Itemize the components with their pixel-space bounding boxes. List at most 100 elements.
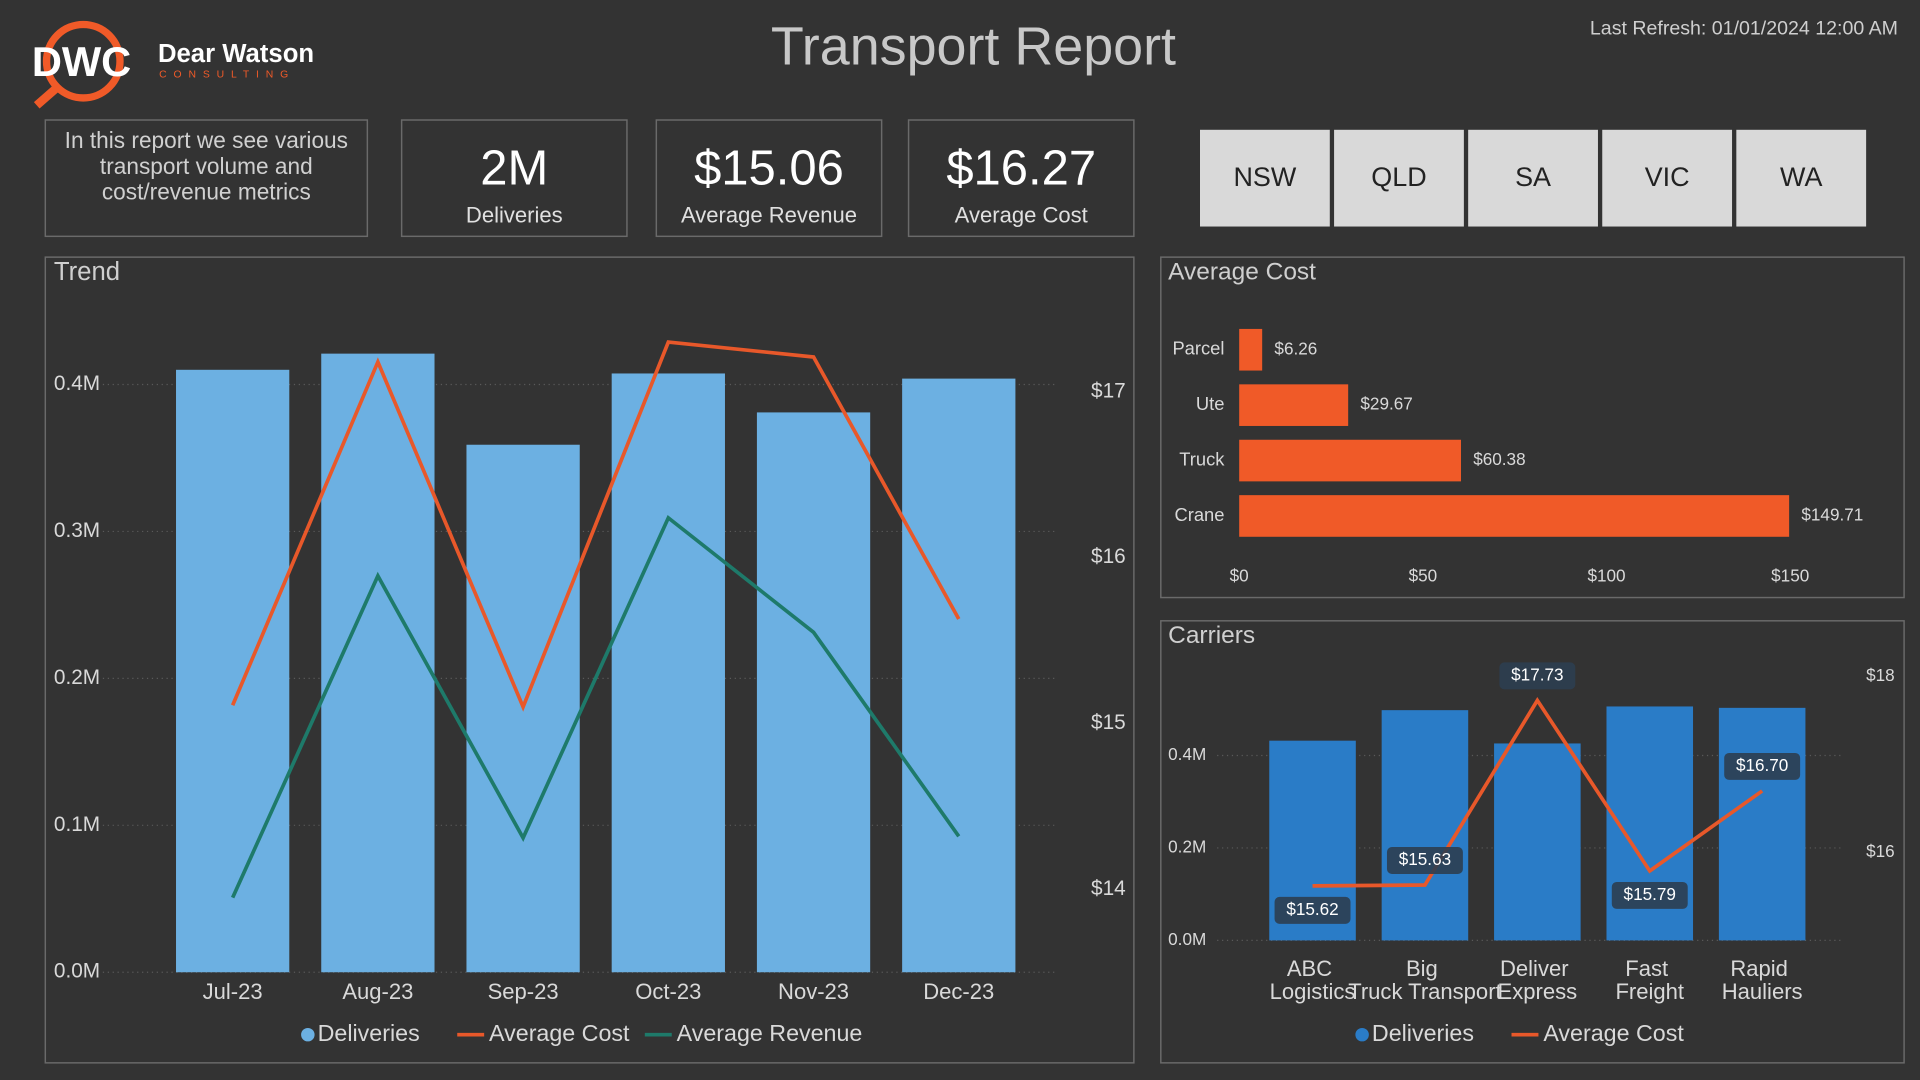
data-label: $29.67 (1360, 394, 1412, 414)
y2-tick-label: $16 (1866, 841, 1895, 861)
data-label: $15.62 (1286, 899, 1338, 919)
line (1312, 696, 1764, 888)
legend-label: Deliveries (1372, 1020, 1474, 1046)
bar (1494, 743, 1581, 941)
x-tick-label: Jul-23 (203, 979, 263, 1004)
intro-text: In this report we see various transport … (64, 127, 348, 205)
x-tick-label: $50 (1409, 565, 1438, 585)
slicer-label[interactable]: WA (1780, 162, 1822, 192)
legend-label: Deliveries (318, 1020, 420, 1046)
bar (1239, 384, 1349, 426)
slicer-button[interactable]: NSW (1200, 129, 1330, 227)
kpi-label: Deliveries (466, 203, 563, 228)
legend-swatch (1355, 1027, 1369, 1042)
data-label: $15.63 (1399, 849, 1451, 869)
chart-title: Trend (54, 258, 120, 286)
kpi-label: Average Revenue (681, 203, 857, 228)
logo-ring (42, 20, 124, 102)
bar (1239, 439, 1461, 482)
legend-label: Average Cost (1543, 1020, 1684, 1046)
bar (1381, 710, 1469, 941)
slicer-button[interactable]: VIC (1602, 129, 1733, 227)
bar (1239, 328, 1263, 371)
data-label: $15.79 (1624, 884, 1676, 904)
x-tick-label: Fast Freight (1615, 956, 1684, 1004)
slicer-bg[interactable] (1200, 129, 1330, 227)
slicer-bg[interactable] (1334, 129, 1464, 227)
data-label: $17.73 (1511, 664, 1563, 684)
line (230, 340, 961, 712)
slicer-button[interactable]: QLD (1334, 129, 1464, 227)
data-label-bg (1724, 752, 1801, 780)
x-tick-label: Deliver Express (1498, 956, 1578, 1004)
logo-mark: DWC (32, 38, 131, 85)
legend-swatch (301, 1027, 315, 1042)
data-label-bg (1274, 896, 1351, 924)
intro-card (44, 119, 369, 238)
y-tick-label: 0.3M (54, 519, 100, 542)
x-tick-label: Dec-23 (923, 979, 994, 1004)
x-tick-label: Big Truck Transport (1348, 956, 1501, 1004)
y2-tick-label: $18 (1866, 665, 1895, 685)
y2-tick-label: $15 (1091, 711, 1126, 734)
bar (1718, 707, 1806, 941)
kpi-value: $16.27 (946, 141, 1096, 195)
logo-handle (33, 84, 60, 109)
y-tick-label: 0.1M (54, 813, 100, 836)
kpi-card (400, 119, 628, 238)
logo-tagline: CONSULTING (159, 69, 295, 80)
slicer-button[interactable]: SA (1468, 129, 1598, 227)
y2-tick-label: $14 (1091, 877, 1126, 900)
y-tick-label: 0.0M (1168, 929, 1206, 949)
x-tick-label: Oct-23 (635, 979, 701, 1004)
carriers-panel (1160, 620, 1905, 1064)
line (230, 514, 961, 899)
slicer-label[interactable]: NSW (1233, 162, 1296, 192)
y-tick-label: Parcel (1172, 338, 1224, 359)
slicer-label[interactable]: SA (1515, 162, 1551, 192)
avg-cost-panel (1160, 256, 1905, 599)
slicer-label[interactable]: QLD (1371, 162, 1426, 192)
x-tick-label: Rapid Hauliers (1722, 956, 1803, 1004)
kpi-label: Average Cost (955, 203, 1088, 228)
slicer-bg[interactable] (1602, 129, 1733, 227)
x-tick-label: $0 (1230, 565, 1249, 585)
kpi-card (655, 119, 883, 238)
y-tick-label: 0.2M (1168, 836, 1206, 856)
kpi-value: $15.06 (694, 141, 844, 195)
x-tick-label: Nov-23 (778, 979, 849, 1004)
legend-label: Average Revenue (677, 1020, 863, 1046)
bar (176, 369, 290, 973)
data-label: $60.38 (1473, 449, 1525, 469)
y-tick-label: 0.4M (54, 372, 100, 395)
y-tick-label: 0.2M (54, 666, 100, 689)
bar (1239, 495, 1790, 537)
bar (756, 412, 871, 973)
bar (902, 378, 1016, 973)
legend-label: Average Cost (489, 1020, 630, 1046)
slicer-bg[interactable] (1736, 129, 1867, 227)
data-label: $16.70 (1736, 755, 1788, 775)
logo-name: Dear Watson (158, 40, 314, 68)
kpi-card (907, 119, 1135, 238)
slicer-label[interactable]: VIC (1645, 162, 1690, 192)
report-title: Transport Report (771, 16, 1176, 76)
x-tick-label: ABC Logistics (1270, 956, 1356, 1004)
chart-title: Average Cost (1168, 259, 1316, 286)
data-label-bg (1499, 662, 1576, 690)
data-label-bg (1386, 847, 1463, 874)
slicer-bg[interactable] (1468, 129, 1598, 227)
data-label: $149.71 (1801, 505, 1863, 525)
y-tick-label: 0.0M (54, 960, 100, 983)
y2-tick-label: $17 (1091, 379, 1126, 402)
y-tick-label: Ute (1196, 393, 1225, 414)
trend-panel (44, 256, 1135, 1064)
slicer-button[interactable]: WA (1736, 129, 1867, 227)
kpi-value: 2M (480, 141, 548, 195)
generated: 2M Deliveries $15.06 Average Revenue $16.27 A… (54, 119, 1895, 1046)
y-tick-label: Truck (1179, 448, 1225, 469)
data-label-bg (1611, 881, 1688, 909)
x-tick-label: Aug-23 (342, 979, 413, 1004)
x-tick-label: $100 (1587, 565, 1625, 585)
